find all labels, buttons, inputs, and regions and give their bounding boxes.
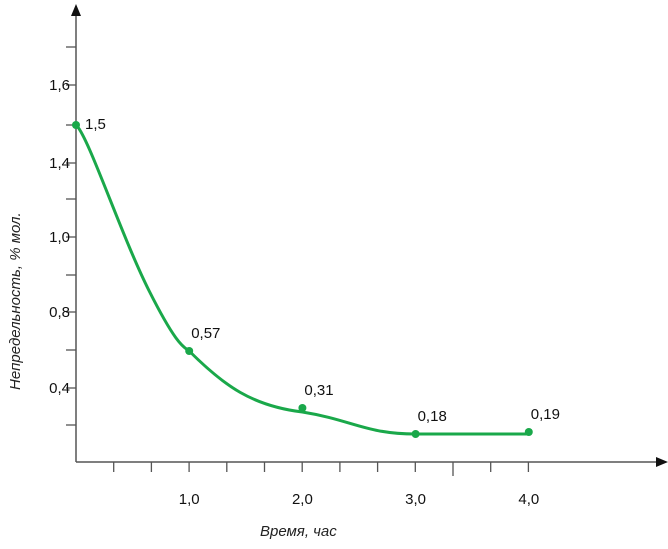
y-tick-label: 1,4 <box>49 155 70 172</box>
x-axis-arrow <box>656 457 668 467</box>
x-tick-label: 4,0 <box>518 491 539 508</box>
y-tick-label: 0,4 <box>49 380 70 397</box>
y-tick-label: 0,8 <box>49 304 70 321</box>
data-label: 0,31 <box>304 382 333 399</box>
y-axis-label: Непредельность, % мол. <box>7 212 24 390</box>
data-point <box>411 430 420 438</box>
ticks: 1,6 1,4 1,0 0,8 0,4 1,0 2,0 3,0 4,0 <box>49 46 539 508</box>
series-line <box>74 123 529 436</box>
data-label: 0,19 <box>531 406 560 423</box>
data-point <box>298 404 307 412</box>
data-label: 0,18 <box>418 408 447 425</box>
axes <box>71 4 668 467</box>
data-label: 0,57 <box>191 325 220 342</box>
y-tick-label: 1,6 <box>49 77 70 94</box>
y-tick-label: 1,0 <box>49 229 70 246</box>
series: 1,5 0,57 0,31 0,18 0,19 <box>72 116 560 438</box>
data-point <box>524 428 533 436</box>
data-label: 1,5 <box>85 116 106 133</box>
x-axis-label: Время, час <box>260 523 337 540</box>
y-axis-arrow <box>71 4 81 16</box>
x-tick-label: 2,0 <box>292 491 313 508</box>
data-point <box>72 121 80 129</box>
x-tick-label: 1,0 <box>179 491 200 508</box>
x-tick-label: 3,0 <box>405 491 426 508</box>
data-point <box>185 347 194 355</box>
